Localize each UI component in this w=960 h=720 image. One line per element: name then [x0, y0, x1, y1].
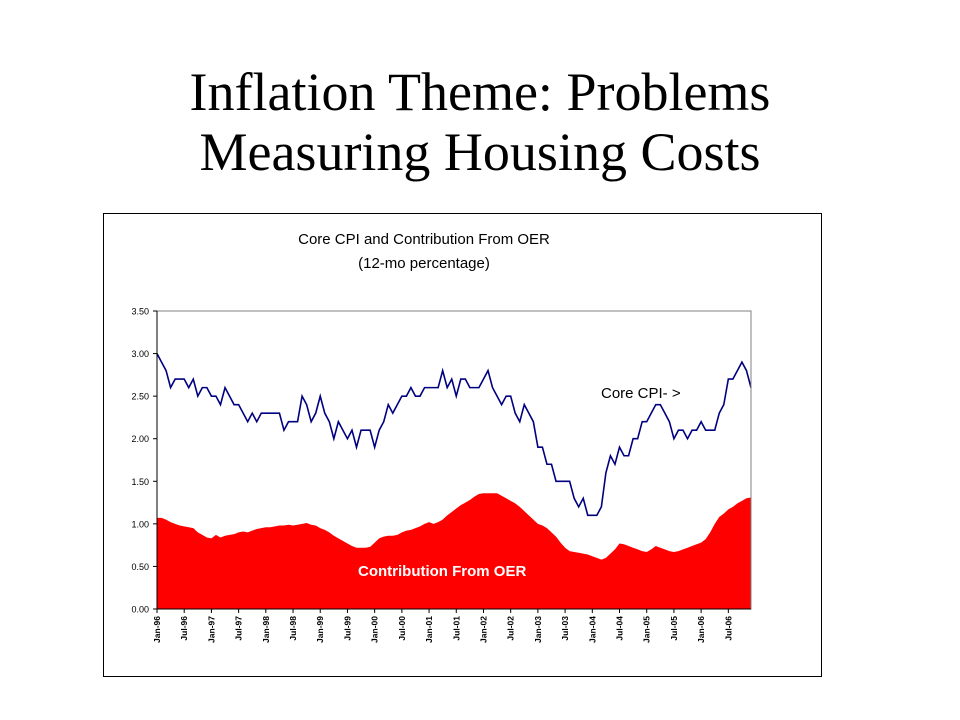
- annotation-core-cpi: Core CPI- >: [601, 385, 681, 402]
- x-tick-label: Jan-06: [696, 616, 706, 643]
- x-tick-label: Jul-00: [397, 616, 407, 641]
- x-tick-label: Jul-06: [723, 616, 733, 641]
- x-tick-label: Jan-96: [152, 616, 162, 643]
- annotation-contribution-from-oer: Contribution From OER: [358, 563, 526, 580]
- slide-title: Inflation Theme: Problems Measuring Hous…: [0, 62, 960, 182]
- x-tick-label: Jan-01: [424, 616, 434, 643]
- x-tick-label: Jul-96: [179, 616, 189, 641]
- x-tick-label: Jan-04: [587, 616, 597, 643]
- x-tick-label: Jul-05: [669, 616, 679, 641]
- x-tick-label: Jul-04: [615, 616, 625, 641]
- x-tick-label: Jan-02: [479, 616, 489, 643]
- slide-title-line-1: Inflation Theme: Problems: [189, 62, 771, 122]
- x-tick-label: Jan-99: [315, 616, 325, 643]
- y-tick-label: 1.00: [131, 519, 149, 529]
- cpi-oer-chart: Core CPI and Contribution From OER (12-m…: [131, 231, 752, 643]
- series-line-core-cpi: [156, 353, 752, 517]
- y-tick-label: 2.50: [131, 392, 149, 402]
- x-tick-label: Jan-03: [533, 616, 543, 643]
- x-tick-label: Jul-99: [342, 616, 352, 641]
- y-tick-label: 0.50: [131, 562, 149, 572]
- x-tick-label: Jan-97: [206, 616, 216, 643]
- x-tick-label: Jul-98: [288, 616, 298, 641]
- y-tick-label: 3.50: [131, 307, 149, 317]
- chart-subtitle: (12-mo percentage): [358, 255, 490, 272]
- y-tick-label: 0.00: [131, 605, 149, 615]
- y-tick-label: 3.00: [131, 349, 149, 359]
- slide-title-line-2: Measuring Housing Costs: [199, 122, 761, 182]
- plot-area: 0.00 0.50 1.00 1.50 2.00 2.50 3.00 3.50 Jan-96 Ju…: [131, 307, 752, 643]
- series-area-contribution-from-oer: [157, 493, 751, 609]
- y-tick-label: 2.00: [131, 434, 149, 444]
- x-tick-label: Jul-02: [506, 616, 516, 641]
- x-tick-label: Jul-97: [234, 616, 244, 641]
- chart-title: Core CPI and Contribution From OER: [298, 231, 550, 248]
- x-tick-label: Jan-00: [370, 616, 380, 643]
- y-tick-label: 1.50: [131, 477, 149, 487]
- x-tick-label: Jan-05: [642, 616, 652, 643]
- x-tick-label: Jul-03: [560, 616, 570, 641]
- x-tick-label: Jul-01: [451, 616, 461, 641]
- x-tick-label: Jan-98: [261, 616, 271, 643]
- chart-frame: Core CPI and Contribution From OER (12-m…: [103, 213, 822, 677]
